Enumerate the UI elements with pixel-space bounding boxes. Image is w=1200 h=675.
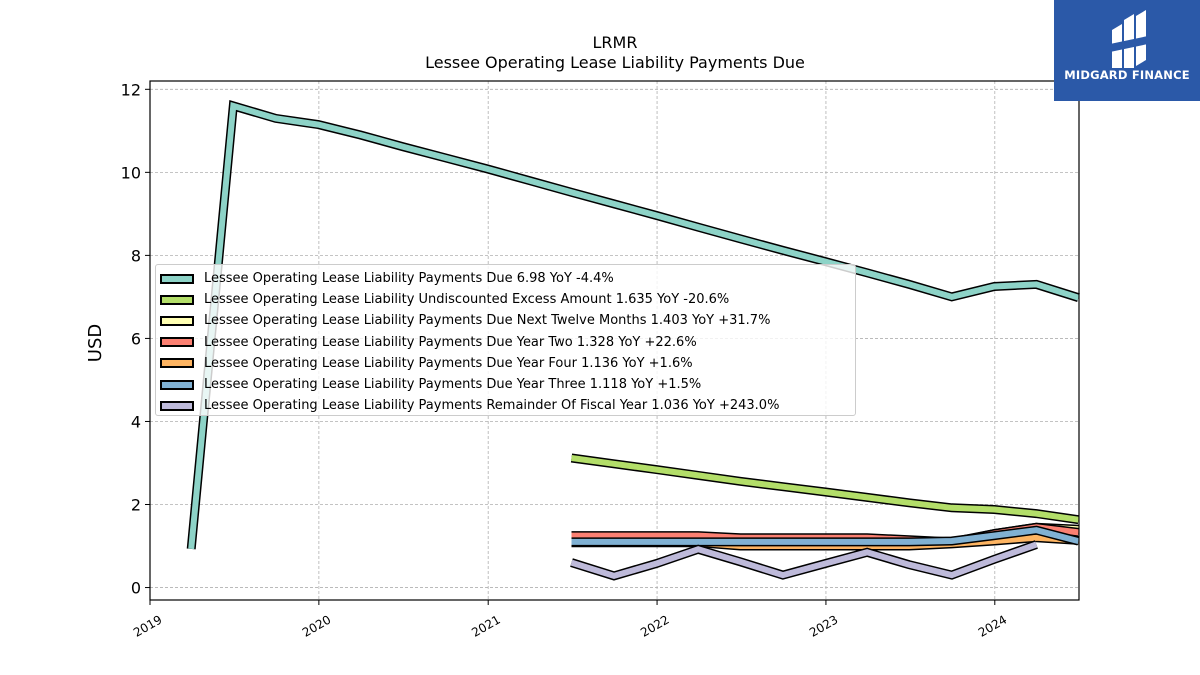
y-tick-label: 2 <box>131 496 141 515</box>
x-tick-label: 2019 <box>131 612 164 639</box>
midgard-logo: MIDGARD FINANCE <box>1054 0 1200 101</box>
legend-item: Lessee Operating Lease Liability Payment… <box>160 268 855 289</box>
y-tick-label: 12 <box>121 80 141 99</box>
legend-label: Lessee Operating Lease Liability Undisco… <box>204 292 730 308</box>
legend-label: Lessee Operating Lease Liability Payment… <box>204 334 697 350</box>
x-tick-label: 2023 <box>807 612 840 639</box>
legend-item: Lessee Operating Lease Liability Payment… <box>160 395 855 416</box>
chart-title: LRMR <box>593 33 638 52</box>
legend-swatch <box>160 379 194 390</box>
series-line <box>570 541 1038 580</box>
x-tick-label: 2020 <box>300 612 333 639</box>
y-tick-label: 10 <box>121 163 141 182</box>
logo-text: MIDGARD FINANCE <box>1064 68 1190 82</box>
legend-label: Lessee Operating Lease Liability Payment… <box>204 271 614 287</box>
y-axis: 0 2 4 6 8 10 12 <box>121 80 150 598</box>
y-axis-label: USD <box>85 324 106 362</box>
legend-label: Lessee Operating Lease Liability Payment… <box>204 355 693 371</box>
legend-label: Lessee Operating Lease Liability Payment… <box>204 377 702 393</box>
y-tick-label: 0 <box>131 579 141 598</box>
legend-item: Lessee Operating Lease Liability Undisco… <box>160 289 855 310</box>
y-tick-label: 4 <box>131 412 141 431</box>
midgard-logo-icon <box>1110 10 1148 68</box>
series-line <box>188 101 1080 550</box>
legend-item: Lessee Operating Lease Liability Payment… <box>160 332 855 353</box>
x-tick-label: 2021 <box>469 612 502 639</box>
series-line <box>571 527 1080 545</box>
plot-frame <box>149 80 1080 601</box>
series-line <box>571 455 1079 523</box>
legend-label: Lessee Operating Lease Liability Payment… <box>204 398 780 414</box>
y-tick-label: 8 <box>131 246 141 265</box>
legend-item: Lessee Operating Lease Liability Payment… <box>160 374 855 395</box>
x-tick-label: 2022 <box>638 612 671 639</box>
legend-swatch <box>160 358 194 369</box>
legend-item: Lessee Operating Lease Liability Payment… <box>160 353 855 374</box>
series-layer <box>186 100 1080 581</box>
legend-swatch <box>160 273 194 284</box>
x-tick-label: 2024 <box>976 612 1009 639</box>
legend-label: Lessee Operating Lease Liability Payment… <box>204 313 771 329</box>
legend-swatch <box>160 315 194 326</box>
chart-subtitle: Lessee Operating Lease Liability Payment… <box>425 53 805 72</box>
legend-swatch <box>160 400 194 411</box>
x-axis: 2019 2020 2021 2022 2023 2024 <box>131 600 1009 640</box>
y-tick-label: 6 <box>131 329 141 348</box>
chart-legend: Lessee Operating Lease Liability Payment… <box>155 264 856 416</box>
legend-item: Lessee Operating Lease Liability Payment… <box>160 310 855 331</box>
legend-swatch <box>160 337 194 348</box>
legend-swatch <box>160 294 194 305</box>
